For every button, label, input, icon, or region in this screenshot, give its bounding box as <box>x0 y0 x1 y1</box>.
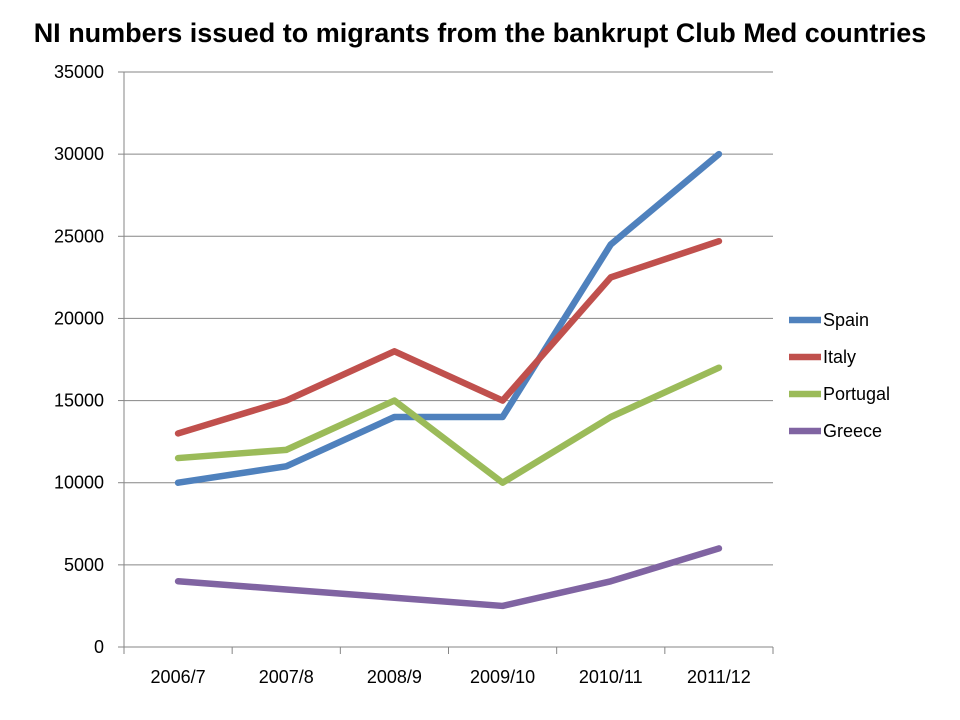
legend: Spain Italy Portugal Greece <box>789 310 890 441</box>
x-tick-label: 2008/9 <box>367 667 422 687</box>
y-tick-label: 0 <box>94 637 104 657</box>
axes <box>118 71 774 654</box>
series-line-portugal <box>174 364 723 486</box>
y-tick-label: 35000 <box>54 62 104 82</box>
legend-label-portugal: Portugal <box>823 384 890 404</box>
series-lines <box>174 150 723 610</box>
series-line-greece <box>174 545 723 610</box>
x-tick-label: 2007/8 <box>259 667 314 687</box>
legend-label-spain: Spain <box>823 310 869 330</box>
y-tick-label: 10000 <box>54 473 104 493</box>
legend-label-greece: Greece <box>823 421 882 441</box>
x-tick-label: 2011/12 <box>687 667 751 687</box>
chart-title: NI numbers issued to migrants from the b… <box>33 18 927 48</box>
x-tick-label: 2006/7 <box>151 667 206 687</box>
x-axis-tick-labels: 2006/7 2007/8 2008/9 2009/10 2010/11 2011/12 <box>151 667 751 687</box>
y-tick-label: 30000 <box>54 144 104 164</box>
x-tick-label: 2009/10 <box>470 667 535 687</box>
gridlines <box>124 71 773 566</box>
series-line-spain <box>174 150 723 486</box>
y-tick-label: 20000 <box>54 308 104 328</box>
y-tick-label: 25000 <box>54 226 104 246</box>
series-line-italy <box>174 237 723 437</box>
y-tick-label: 15000 <box>54 391 104 411</box>
x-tick-label: 2010/11 <box>579 667 643 687</box>
y-axis-tick-labels: 0 5000 10000 15000 20000 25000 30000 35000 <box>54 62 104 657</box>
y-tick-label: 5000 <box>64 555 104 575</box>
legend-label-italy: Italy <box>823 347 856 367</box>
